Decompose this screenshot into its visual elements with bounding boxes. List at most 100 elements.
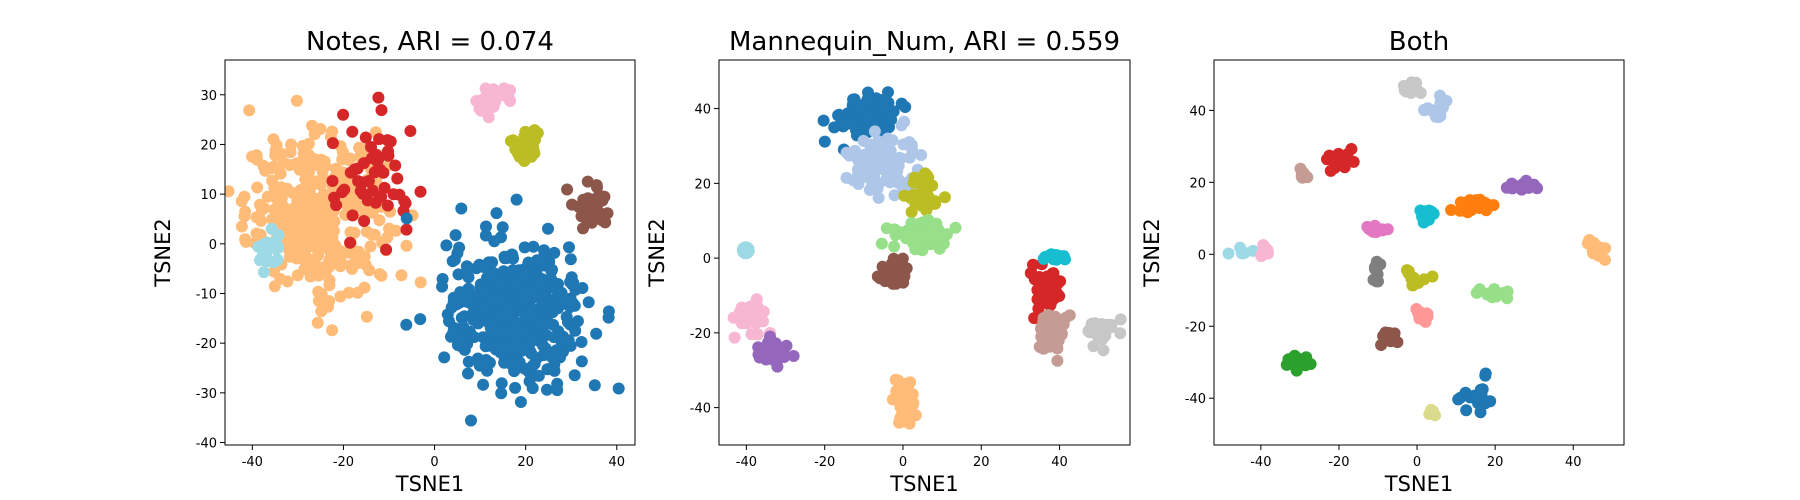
scatter-point-c1 [327, 225, 340, 237]
scatter-point-c7 [514, 396, 527, 408]
scatter-point-c4 [498, 82, 511, 95]
scatter-point-c1 [818, 135, 831, 148]
scatter-point-c13 [1114, 313, 1127, 326]
scatter-point-c2 [372, 91, 385, 104]
y-axis-label: TSNE2 [1140, 218, 1164, 288]
scatter-point-c5 [509, 143, 522, 156]
chart-title: Mannequin_Num, ARI = 0.559 [729, 27, 1120, 57]
scatter-point-c2 [338, 183, 351, 196]
scatter-point-c1 [267, 265, 280, 278]
scatter-point-c1 [301, 228, 314, 240]
x-tick-label: -40 [242, 455, 263, 470]
scatter-point-c2 [358, 215, 371, 227]
scatter-point-c2 [843, 149, 856, 162]
x-tick-label: 20 [1487, 455, 1504, 470]
scatter-point-c5 [882, 261, 895, 274]
scatter-point-c6 [599, 216, 612, 229]
scatter-point-c7 [400, 318, 413, 331]
scatter-point-c2 [391, 172, 404, 185]
scatter-point-c1 [885, 113, 898, 126]
scatter-point-c7 [566, 278, 579, 291]
scatter-point-c9 [893, 416, 906, 429]
scatter-point-c2 [373, 133, 386, 146]
scatter-point-c7 [523, 337, 536, 350]
scatter-point-c7 [560, 310, 573, 323]
scatter-point-c18 [1454, 391, 1467, 404]
scatter-point-c7 [443, 315, 455, 328]
scatter-point-c10 [1028, 312, 1041, 325]
scatter-point-c1 [323, 242, 336, 255]
scatter-point-c7 [486, 293, 499, 306]
scatter-point-c7 [465, 414, 477, 427]
scatter-point-c13 [1486, 291, 1499, 304]
scatter-point-c4 [910, 218, 923, 231]
scatter-point-c2 [404, 125, 417, 137]
scatter-point-c2 [381, 199, 394, 212]
scatter-point-c1 [334, 290, 347, 303]
scatter-point-c1 [1397, 79, 1410, 92]
scatter-point-c7 [493, 327, 506, 340]
scatter-point-c7 [479, 229, 492, 242]
scatter-point-c12 [1048, 338, 1061, 351]
scatter-point-c2 [380, 243, 393, 256]
scatter-point-c7 [517, 297, 530, 310]
scatter-point-c7 [602, 305, 615, 318]
scatter-point-c1 [335, 245, 348, 258]
y-tick-label: -40 [1185, 392, 1206, 407]
scatter-point-c6 [736, 241, 755, 260]
scatter-point-c1 [838, 117, 851, 130]
scatter-point-c7 [750, 317, 763, 330]
scatter-point-c1 [253, 212, 266, 224]
scatter-point-c6 [580, 200, 593, 213]
scatter-point-c1 [261, 190, 274, 203]
scatter-point-c13 [1082, 325, 1095, 338]
scatter-point-c1 [240, 235, 252, 248]
scatter-point-c1 [290, 94, 303, 107]
scatter-point-c18 [1474, 383, 1487, 396]
scatter-point-c2 [840, 171, 853, 184]
scatter-point-c3 [938, 191, 951, 204]
scatter-point-c14 [1599, 253, 1611, 266]
scatter-point-c2 [348, 163, 361, 176]
scatter-point-c6 [577, 222, 589, 235]
scatter-point-c2 [344, 236, 357, 249]
x-tick-label: -40 [1250, 455, 1271, 470]
scatter-point-c2 [359, 131, 372, 144]
scatter-point-c8 [771, 360, 784, 373]
scatter-point-c2 [337, 108, 350, 121]
scatter-point-c7 [436, 280, 449, 293]
scatter-point-c7 [733, 306, 746, 319]
scatter-point-c14 [1588, 238, 1601, 251]
scatter-point-c7 [551, 384, 564, 397]
scatter-point-c1 [235, 195, 248, 208]
scatter-point-c1 [864, 97, 877, 110]
y-tick-label: -10 [196, 287, 217, 302]
scatter-point-c7 [536, 279, 549, 292]
scatter-point-c3 [258, 237, 271, 250]
scatter-point-c2 [326, 137, 339, 150]
scatter-point-c1 [319, 232, 331, 245]
scatter-point-c2 [1418, 104, 1431, 117]
scatter-point-c7 [542, 222, 554, 235]
scatter-point-c1 [294, 239, 306, 252]
scatter-point-c5 [519, 134, 531, 147]
scatter-point-c2 [326, 175, 339, 187]
y-tick-label: 0 [1198, 248, 1206, 263]
scatter-point-c1 [251, 181, 264, 194]
scatter-point-c7 [728, 331, 741, 344]
scatter-point-c7 [490, 207, 503, 220]
x-axis-label: TSNE1 [1384, 472, 1454, 496]
scatter-point-c2 [366, 184, 379, 197]
scatter-point-c2 [400, 223, 413, 236]
scatter-point-c12 [1049, 310, 1062, 323]
scatter-point-c1 [301, 185, 314, 198]
scatter-point-c7 [482, 270, 495, 283]
scatter-point-c2 [870, 180, 883, 193]
scatter-point-c7 [745, 328, 758, 341]
scatter-point-c3 [898, 189, 911, 202]
scatter-point-c7 [503, 307, 516, 320]
scatter-point-c7 [564, 253, 577, 266]
scatter-point-c7 [468, 331, 481, 344]
scatter-point-c1 [225, 185, 235, 198]
scatter-point-c1 [284, 146, 297, 159]
